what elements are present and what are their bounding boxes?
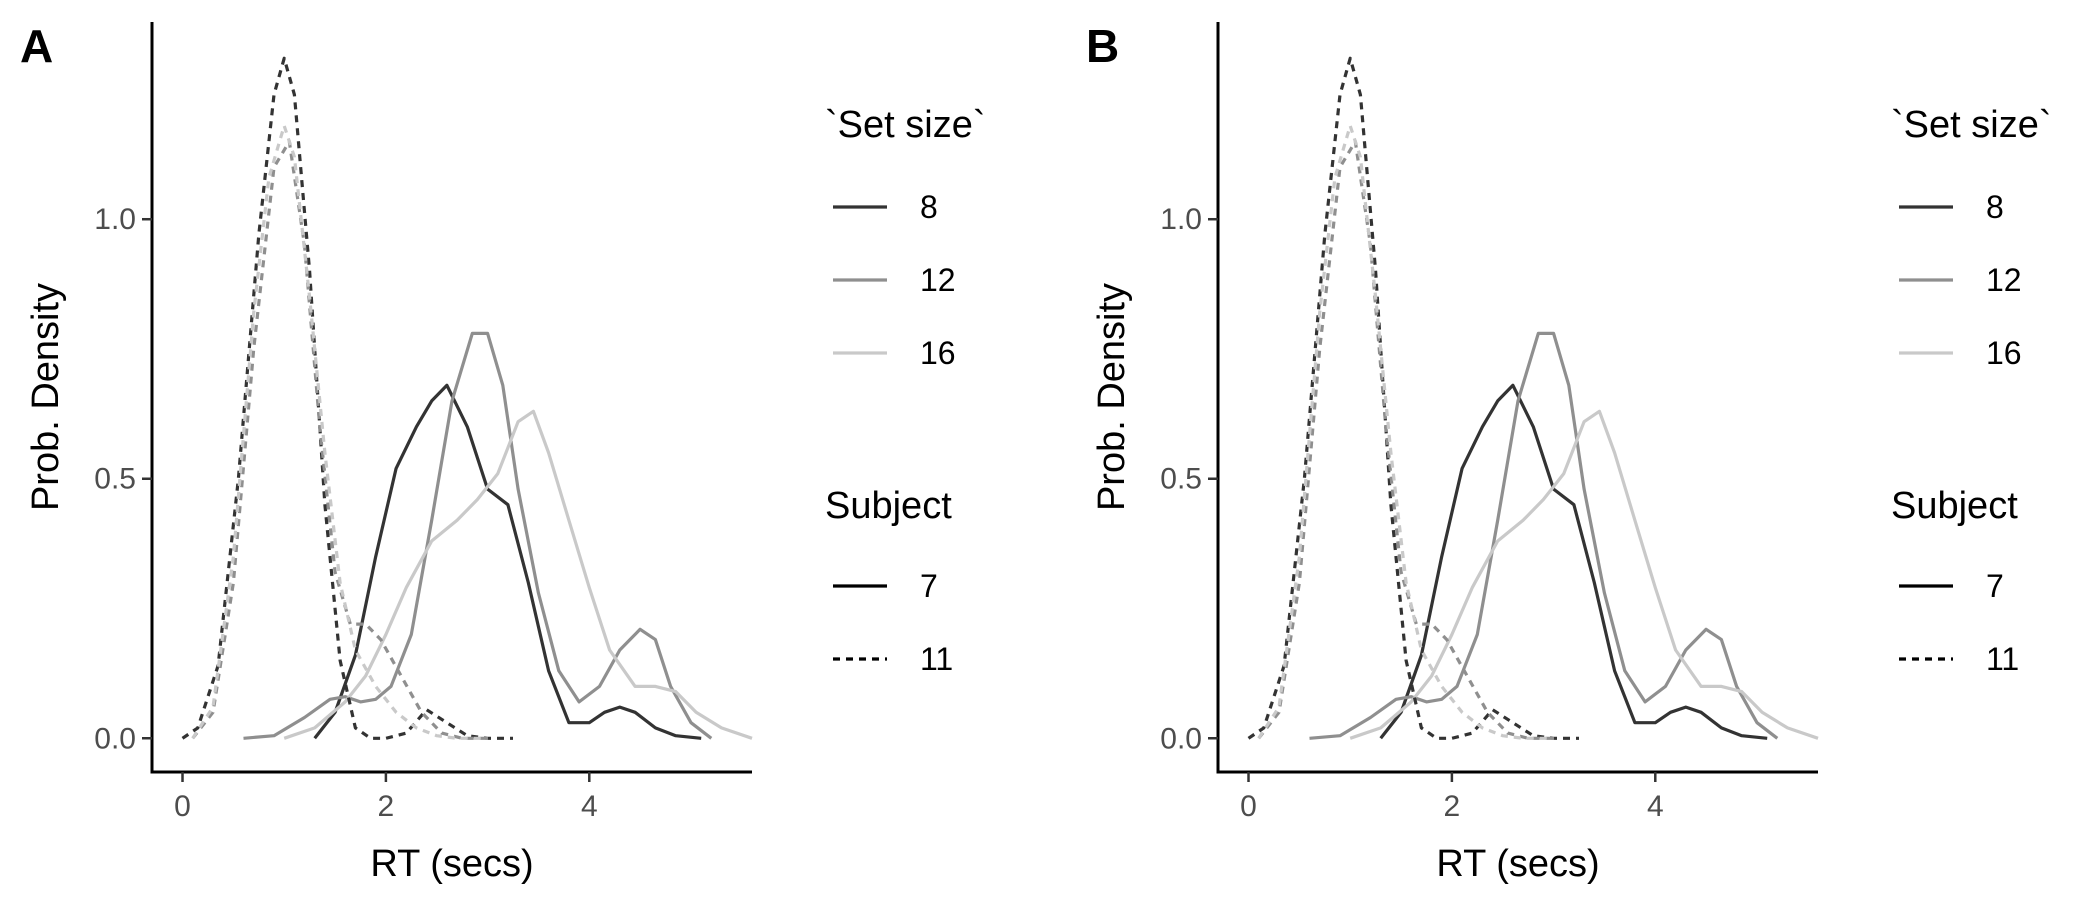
legend-entry-label: 8 <box>920 189 938 225</box>
legend-title-set-size: `Set size` <box>825 104 985 146</box>
y-tick-label: 1.0 <box>1160 203 1202 236</box>
y-axis-title: Prob. Density <box>25 283 67 511</box>
legend-entry-label: 12 <box>1986 262 2022 298</box>
legend-entry-label: 12 <box>920 262 956 298</box>
panel-a: A 0 2 4 0.0 0.5 1.0 RT (secs) Prob. Density `Set … <box>20 20 985 885</box>
series-line-set12-subject11 <box>1257 139 1554 740</box>
y-tick-label: 1.0 <box>94 203 136 236</box>
x-tick-label: 4 <box>581 790 598 823</box>
legend-entry-label: 16 <box>920 335 956 371</box>
y-tick-label: 0.5 <box>1160 463 1202 496</box>
legend-entry-label: 7 <box>1986 568 2004 604</box>
legend-entry-label: 11 <box>1986 641 2019 677</box>
legend-entry-label: 16 <box>1986 335 2022 371</box>
legend-title-subject: Subject <box>1891 485 2018 527</box>
x-axis-title: RT (secs) <box>1436 843 1599 885</box>
series-line-set16-subject7 <box>283 409 753 740</box>
x-tick-label: 2 <box>378 790 395 823</box>
series-line-set12-subject11 <box>191 139 488 740</box>
legend: `Set size` 8 12 16 Subject 7 11 <box>825 104 985 677</box>
legend-title-subject: Subject <box>825 485 952 527</box>
legend-entry-label: 8 <box>1986 189 2004 225</box>
series-line-set16-subject7 <box>1349 409 1819 740</box>
x-tick-label: 2 <box>1444 790 1461 823</box>
series-line-set8-subject7 <box>313 383 702 740</box>
series-line-set12-subject7 <box>1309 331 1779 740</box>
series-line-set8-subject11 <box>1247 56 1579 740</box>
y-axis-title: Prob. Density <box>1091 283 1133 511</box>
x-axis-title: RT (secs) <box>370 843 533 885</box>
x-tick-label: 4 <box>1647 790 1664 823</box>
legend-entry-label: 11 <box>920 641 953 677</box>
series-line-set16-subject11 <box>191 124 488 740</box>
panel-b: B 0 2 4 0.0 0.5 1.0 RT (secs) Prob. Density `Set … <box>1086 20 2051 885</box>
series-line-set8-subject11 <box>181 56 513 740</box>
series-line-set8-subject7 <box>1379 383 1768 740</box>
legend: `Set size` 8 12 16 Subject 7 11 <box>1891 104 2051 677</box>
x-tick-label: 0 <box>174 790 191 823</box>
legend-entry-label: 7 <box>920 568 938 604</box>
y-tick-label: 0.0 <box>94 722 136 755</box>
series-line-set16-subject11 <box>1257 124 1554 740</box>
y-tick-label: 0.0 <box>1160 722 1202 755</box>
panel-label: A <box>20 20 53 72</box>
legend-title-set-size: `Set size` <box>1891 104 2051 146</box>
y-tick-label: 0.5 <box>94 463 136 496</box>
series-line-set12-subject7 <box>243 331 713 740</box>
panel-label: B <box>1086 20 1119 72</box>
x-tick-label: 0 <box>1240 790 1257 823</box>
